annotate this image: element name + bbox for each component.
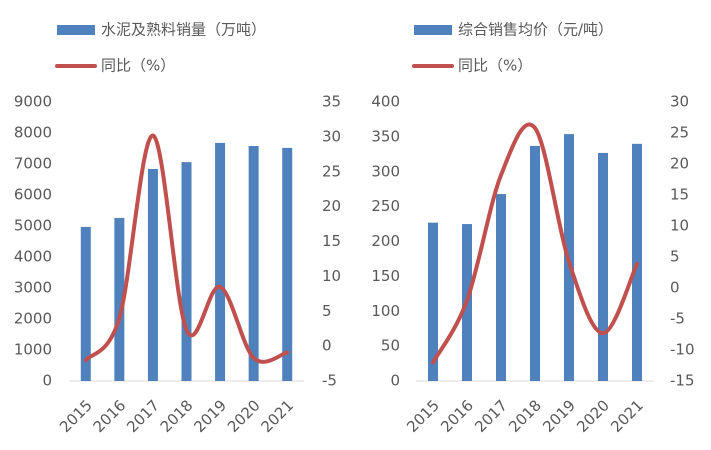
legend-label: 水泥及熟料销量（万吨） — [101, 21, 266, 39]
bar — [598, 152, 608, 381]
y-tick-label: 150 — [371, 267, 400, 285]
y-tick-label: 4000 — [14, 248, 52, 266]
x-tick-label: 2016 — [90, 396, 130, 436]
y-tick-label: 300 — [371, 162, 400, 180]
y-tick-label: 50 — [381, 337, 400, 355]
x-tick-label: 2021 — [257, 396, 297, 436]
bar — [215, 142, 226, 381]
x-tick-label: 2019 — [539, 396, 579, 436]
bar — [282, 147, 293, 381]
y2-tick-label: -10 — [670, 341, 695, 359]
y-tick-label: 8000 — [14, 124, 52, 142]
y-tick-label: 200 — [371, 232, 400, 250]
x-tick-label: 2017 — [471, 396, 511, 436]
y-tick-label: 350 — [371, 127, 400, 145]
y-tick-label: 0 — [390, 372, 400, 390]
x-tick-label: 2020 — [224, 396, 264, 436]
y2-tick-label: 35 — [322, 93, 341, 111]
x-tick-label: 2019 — [190, 396, 230, 436]
legend-swatch — [57, 25, 95, 35]
bar — [530, 145, 540, 381]
x-tick-label: 2015 — [56, 396, 96, 436]
y2-tick-label: -5 — [670, 310, 685, 328]
y2-tick-label: 0 — [670, 279, 680, 297]
y2-tick-label: -15 — [670, 372, 695, 390]
y-tick-label: 400 — [371, 93, 400, 111]
y-tick-label: 9000 — [14, 93, 52, 111]
legend-swatch — [414, 25, 452, 35]
bar — [496, 194, 506, 381]
y-tick-label: 6000 — [14, 186, 52, 204]
y-tick-label: 100 — [371, 302, 400, 320]
y-tick-label: 0 — [42, 372, 52, 390]
y2-tick-label: 20 — [670, 155, 689, 173]
y-tick-label: 5000 — [14, 217, 52, 235]
bar — [114, 217, 125, 381]
y2-tick-label: 30 — [322, 127, 341, 145]
bar — [181, 162, 192, 381]
x-tick-label: 2018 — [157, 396, 197, 436]
line-series — [83, 133, 290, 364]
y-tick-label: 3000 — [14, 279, 52, 297]
bar — [248, 146, 259, 381]
x-tick-label: 2020 — [573, 396, 613, 436]
bar — [428, 222, 438, 381]
legend-label: 同比（%） — [458, 57, 532, 75]
y2-tick-label: 25 — [322, 162, 341, 180]
legend-label: 综合销售均价（元/吨） — [458, 21, 613, 39]
y2-tick-label: 30 — [670, 93, 689, 111]
y2-tick-label: 5 — [322, 302, 332, 320]
x-tick-label: 2015 — [403, 396, 443, 436]
y2-tick-label: -5 — [322, 372, 337, 390]
x-tick-label: 2021 — [607, 396, 647, 436]
x-tick-label: 2018 — [505, 396, 545, 436]
y2-tick-label: 15 — [322, 232, 341, 250]
y-tick-label: 1000 — [14, 341, 52, 359]
legend-label: 同比（%） — [101, 57, 175, 75]
y2-tick-label: 5 — [670, 248, 680, 266]
y2-tick-label: 0 — [322, 337, 332, 355]
x-tick-label: 2017 — [123, 396, 163, 436]
x-tick-label: 2016 — [437, 396, 477, 436]
line-series — [431, 122, 639, 365]
y2-tick-label: 25 — [670, 124, 689, 142]
y2-tick-label: 20 — [322, 197, 341, 215]
y2-tick-label: 10 — [322, 267, 341, 285]
y-tick-label: 7000 — [14, 155, 52, 173]
bar — [147, 168, 158, 381]
y-tick-label: 2000 — [14, 310, 52, 328]
y2-tick-label: 10 — [670, 217, 689, 235]
bar — [80, 226, 91, 381]
y-tick-label: 250 — [371, 197, 400, 215]
y2-tick-label: 15 — [670, 186, 689, 204]
